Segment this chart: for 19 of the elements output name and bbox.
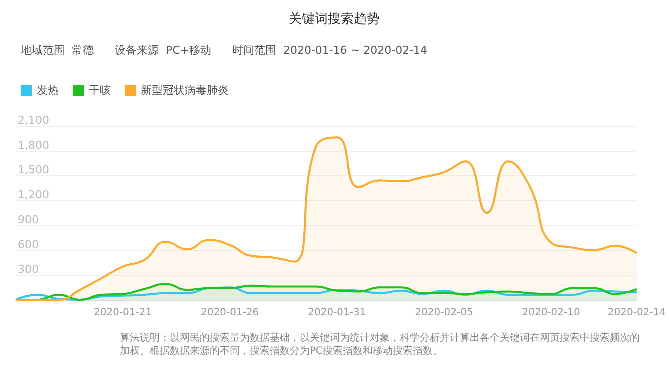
legend-label: 新型冠状病毒肺炎	[141, 84, 229, 97]
legend-label: 干咳	[89, 84, 111, 97]
y-tick-label: 600	[18, 238, 39, 252]
x-tick-label: 2020-01-26	[201, 308, 260, 318]
y-tick-label: 1,800	[18, 138, 50, 152]
text: 算法说明：以网民的搜索量为数据基础，以关键词为统计对象，科学分析并计算出各个关键词在网页搜索中搜索频次的加权。根据数据来源的不同，搜索指数分为PC搜索指数和移动搜索指数。	[120, 332, 640, 357]
x-tick-label: 2020-02-14	[608, 308, 666, 318]
chart-subtitle: 地域范围 常德 设备来源 PC+移动 时间范围 2020-01-16 ~ 2020-02-14	[20, 44, 428, 57]
y-tick-label: 1,200	[18, 188, 50, 202]
y-tick-label: 300	[18, 263, 39, 276]
legend-label: 发热	[37, 84, 59, 97]
y-tick-label: 1,500	[18, 164, 50, 177]
x-tick-label: 2020-01-31	[308, 308, 366, 318]
x-tick-label: 2020-02-05	[415, 308, 474, 318]
chart-title: 关键词搜索趋势	[289, 12, 380, 27]
y-tick-label: 900	[18, 213, 39, 226]
y-tick-label: 2,100	[18, 114, 50, 127]
x-tick-label: 2020-01-21	[94, 308, 152, 318]
x-tick-label: 2020-02-10	[522, 308, 580, 318]
